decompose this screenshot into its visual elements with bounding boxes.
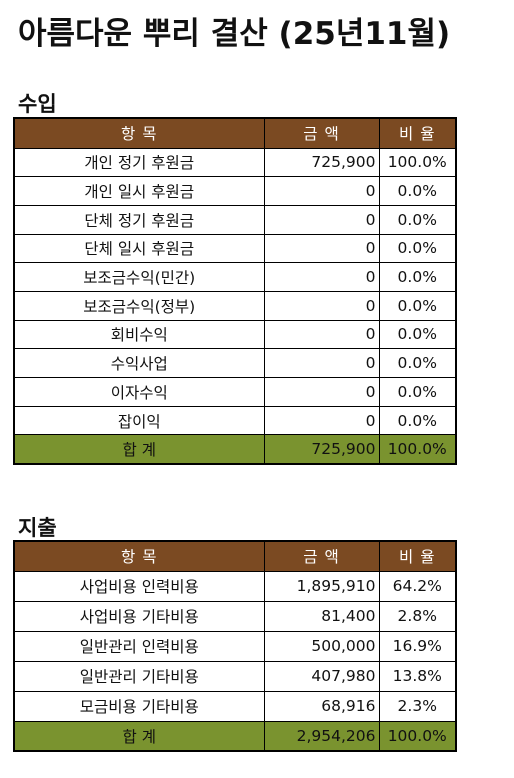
income-cell-item: 보조금수익(정부)	[13, 290, 265, 321]
income-table-row: 개인 정기 후원금 725,900 100.0%	[13, 147, 457, 178]
income-cell-item: 수익사업	[13, 348, 265, 378]
income-table-row: 개인 일시 후원금 0 0.0%	[13, 176, 457, 206]
page-title: 아름다운 뿌리 결산 (25년11월)	[18, 16, 451, 52]
income-cell-item: 회비수익	[13, 319, 265, 350]
expense-table: 항 목 금 액 비 율 사업비용 인력비용 1,895,910 64.2% 사업비용 …	[13, 540, 457, 752]
income-total-row: 합 계 725,900 100.0%	[13, 434, 457, 465]
income-cell-ratio: 0.0%	[378, 290, 457, 321]
expense-cell-item: 모금비용 기타비용	[13, 690, 265, 722]
income-cell-item: 이자수익	[13, 377, 265, 407]
income-cell-item: 보조금수익(민간)	[13, 262, 265, 292]
income-cell-amount: 0	[263, 176, 380, 206]
expense-cell-ratio: 2.3%	[378, 690, 457, 722]
income-header-amount: 금 액	[263, 117, 380, 149]
income-header-ratio: 비 율	[378, 117, 457, 149]
expense-header-ratio: 비 율	[378, 540, 457, 572]
income-cell-amount: 0	[263, 348, 380, 378]
expense-cell-amount: 500,000	[263, 630, 380, 662]
income-total-ratio: 100.0%	[378, 434, 457, 465]
income-cell-ratio: 0.0%	[378, 377, 457, 407]
income-table-row: 보조금수익(정부) 0 0.0%	[13, 290, 457, 321]
income-table-row: 단체 일시 후원금 0 0.0%	[13, 233, 457, 264]
income-header-row: 항 목 금 액 비 율	[13, 117, 457, 149]
income-cell-item: 단체 일시 후원금	[13, 233, 265, 264]
income-heading: 수입	[18, 92, 57, 116]
expense-table-row: 일반관리 인력비용 500,000 16.9%	[13, 630, 457, 662]
income-cell-ratio: 0.0%	[378, 204, 457, 235]
income-cell-item: 단체 정기 후원금	[13, 204, 265, 235]
expense-cell-ratio: 16.9%	[378, 630, 457, 662]
income-table-row: 보조금수익(민간) 0 0.0%	[13, 262, 457, 292]
income-cell-ratio: 0.0%	[378, 233, 457, 264]
income-cell-amount: 0	[263, 377, 380, 407]
expense-cell-amount: 81,400	[263, 600, 380, 632]
expense-table-row: 사업비용 기타비용 81,400 2.8%	[13, 600, 457, 632]
income-table-row: 단체 정기 후원금 0 0.0%	[13, 204, 457, 235]
expense-cell-ratio: 64.2%	[378, 570, 457, 602]
expense-heading: 지출	[18, 516, 57, 540]
income-table-row: 회비수익 0 0.0%	[13, 319, 457, 350]
income-cell-amount: 0	[263, 290, 380, 321]
income-table-row: 수익사업 0 0.0%	[13, 348, 457, 378]
expense-cell-item: 일반관리 기타비용	[13, 660, 265, 692]
expense-cell-ratio: 13.8%	[378, 660, 457, 692]
expense-header-item: 항 목	[13, 540, 265, 572]
expense-total-item: 합 계	[13, 720, 265, 752]
income-cell-amount: 0	[263, 204, 380, 235]
expense-cell-amount: 1,895,910	[263, 570, 380, 602]
income-cell-ratio: 0.0%	[378, 262, 457, 292]
expense-cell-item: 사업비용 인력비용	[13, 570, 265, 602]
income-cell-amount: 725,900	[263, 147, 380, 178]
income-cell-amount: 0	[263, 319, 380, 350]
expense-table-row: 일반관리 기타비용 407,980 13.8%	[13, 660, 457, 692]
expense-cell-ratio: 2.8%	[378, 600, 457, 632]
expense-cell-amount: 68,916	[263, 690, 380, 722]
income-cell-item: 개인 일시 후원금	[13, 176, 265, 206]
expense-total-ratio: 100.0%	[378, 720, 457, 752]
expense-header-amount: 금 액	[263, 540, 380, 572]
income-total-item: 합 계	[13, 434, 265, 465]
income-cell-ratio: 100.0%	[378, 147, 457, 178]
expense-header-row: 항 목 금 액 비 율	[13, 540, 457, 572]
expense-cell-amount: 407,980	[263, 660, 380, 692]
income-cell-amount: 0	[263, 233, 380, 264]
income-table-row: 잡이익 0 0.0%	[13, 405, 457, 436]
expense-total-amount: 2,954,206	[263, 720, 380, 752]
income-cell-ratio: 0.0%	[378, 348, 457, 378]
income-table-row: 이자수익 0 0.0%	[13, 377, 457, 407]
income-cell-amount: 0	[263, 262, 380, 292]
income-cell-amount: 0	[263, 405, 380, 436]
income-cell-ratio: 0.0%	[378, 319, 457, 350]
expense-cell-item: 일반관리 인력비용	[13, 630, 265, 662]
income-cell-item: 잡이익	[13, 405, 265, 436]
income-table: 항 목 금 액 비 율 개인 정기 후원금 725,900 100.0% 개인 일시 …	[13, 117, 457, 465]
expense-cell-item: 사업비용 기타비용	[13, 600, 265, 632]
expense-table-row: 모금비용 기타비용 68,916 2.3%	[13, 690, 457, 722]
income-total-amount: 725,900	[263, 434, 380, 465]
expense-table-row: 사업비용 인력비용 1,895,910 64.2%	[13, 570, 457, 602]
expense-total-row: 합 계 2,954,206 100.0%	[13, 720, 457, 752]
income-header-item: 항 목	[13, 117, 265, 149]
income-cell-item: 개인 정기 후원금	[13, 147, 265, 178]
income-cell-ratio: 0.0%	[378, 405, 457, 436]
income-cell-ratio: 0.0%	[378, 176, 457, 206]
